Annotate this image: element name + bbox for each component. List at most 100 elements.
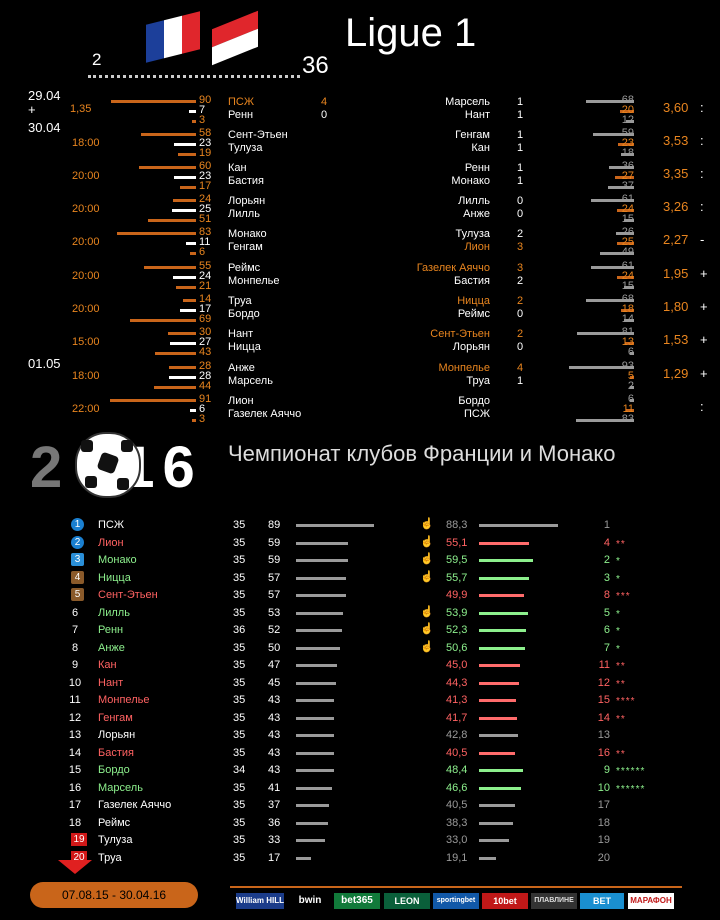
prob-bar (117, 232, 196, 235)
prob-value: 18 (621, 303, 634, 315)
prob-value: 68 (621, 293, 634, 305)
prob-value: 43 (199, 346, 212, 358)
rank: 15 (68, 764, 82, 776)
rating-bar (479, 839, 509, 842)
team-name: Ренн (98, 624, 124, 636)
round-total: 36 (302, 52, 329, 79)
games-played: 35 (233, 589, 246, 601)
thumb-up-icon: ☝ (420, 536, 434, 548)
team-name: Ницца (98, 572, 131, 584)
prob-bar (577, 332, 634, 335)
prob-bar (189, 110, 196, 113)
rating-stars: *** (616, 591, 631, 602)
prob-value: 36 (621, 160, 634, 172)
points: 57 (268, 589, 281, 601)
home-team: Лион (228, 395, 254, 407)
rank: 11 (69, 694, 81, 706)
home-score: 3 (517, 262, 524, 274)
rank-badge: 19 (71, 833, 87, 846)
rating-bar (479, 647, 525, 650)
games-played: 35 (233, 747, 246, 759)
date-label: + (28, 102, 36, 117)
rating-stars: ** (616, 714, 626, 725)
prob-value: 81 (621, 326, 634, 338)
rating-value: 42,8 (446, 729, 468, 741)
team-name: Марсель (98, 782, 143, 794)
rating-bar (479, 682, 519, 685)
rank-badge: 1 (71, 518, 84, 531)
rating-bar (479, 804, 516, 807)
rating-value: 49,9 (446, 589, 468, 601)
points-bar (296, 752, 334, 755)
prob-bar (568, 366, 634, 369)
home-team: Лорьян (228, 195, 266, 207)
points-bar (296, 717, 334, 720)
rating-value: 38,3 (446, 817, 468, 829)
result-sign: : (700, 166, 704, 181)
rating-bar (479, 577, 530, 580)
rating-bar (479, 524, 559, 527)
prob-value: 90 (199, 94, 212, 106)
prob-bar (615, 176, 634, 179)
points-bar (296, 629, 342, 632)
prob-bar (615, 232, 634, 235)
rating-stars: * (616, 626, 621, 637)
rating-position: 4 (603, 537, 610, 549)
rank: 12 (68, 712, 82, 724)
points-bar (296, 857, 311, 860)
rating-bar (479, 857, 497, 860)
rank: 7 (71, 624, 79, 636)
rank-badge: 3 (71, 553, 84, 566)
points: 50 (268, 642, 281, 654)
home-score: 4 (517, 362, 524, 374)
prob-bar (623, 286, 634, 289)
rating-stars: ** (616, 539, 626, 550)
result-sign: : (700, 399, 704, 414)
prob-bar (599, 252, 634, 255)
prob-bar (623, 219, 634, 222)
points: 47 (268, 659, 281, 671)
games-played: 35 (233, 852, 246, 864)
team-name: ПСЖ (98, 519, 125, 531)
prob-bar (591, 199, 634, 202)
rating-value: 53,9 (446, 607, 468, 619)
away-score: 0 (517, 208, 524, 220)
prob-value: 14 (621, 313, 634, 325)
home-score: 1 (517, 129, 524, 141)
season-dates: 07.08.15 - 30.04.16 (30, 882, 198, 908)
prob-bar (621, 153, 634, 156)
team-name: Тулуза (98, 834, 133, 846)
prob-value: 19 (199, 147, 212, 159)
away-score: 0 (517, 308, 524, 320)
prob-value: 13 (621, 336, 634, 348)
prob-bar (617, 276, 634, 279)
team-name: Труа (98, 852, 122, 864)
points-bar (296, 734, 334, 737)
prob-bar (625, 120, 634, 123)
prob-bar (592, 133, 634, 136)
games-played: 35 (233, 642, 246, 654)
prob-value: 7 (199, 104, 206, 116)
prob-bar (139, 166, 196, 169)
away-team: Бордо (228, 308, 260, 320)
football-icon (75, 432, 141, 498)
match-time: 18:00 (72, 370, 100, 382)
points-bar (296, 559, 348, 562)
prob-bar (110, 100, 196, 103)
rank: 18 (68, 817, 82, 829)
prob-value: 11 (622, 403, 634, 415)
rating-stars: * (616, 556, 621, 567)
prob-value: 60 (199, 160, 212, 172)
home-score: 0 (517, 195, 524, 207)
rating-bar (479, 699, 517, 702)
prob-value: 15 (621, 213, 634, 225)
points: 17 (268, 852, 281, 864)
result-sign: - (700, 232, 705, 247)
prob-bar (591, 266, 634, 269)
rating-value: 41,3 (446, 694, 468, 706)
prob-value: 2 (627, 380, 634, 392)
prob-value: 91 (199, 393, 212, 405)
home-team: Сент-Этьен (430, 328, 490, 340)
prob-bar (616, 242, 634, 245)
prob-value: 24 (199, 270, 212, 282)
